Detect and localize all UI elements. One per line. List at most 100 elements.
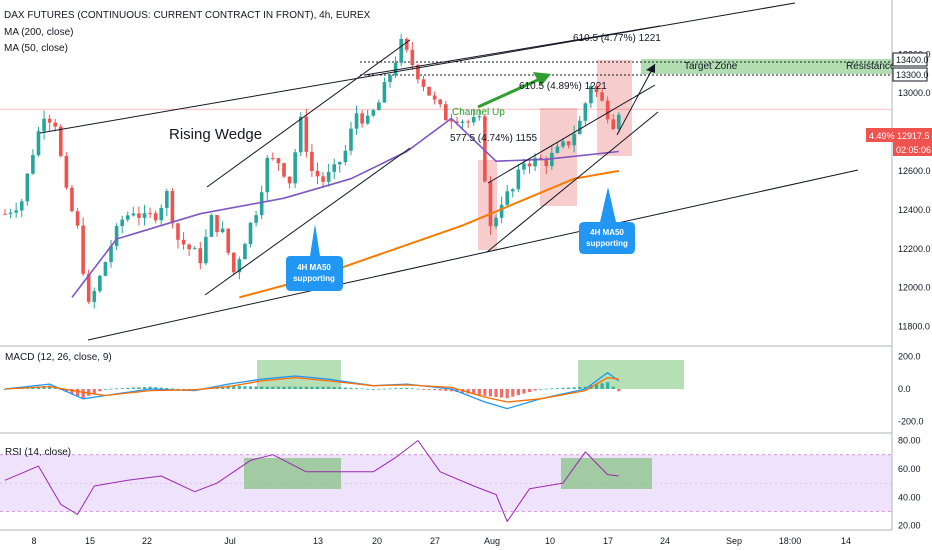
time-tick-label: Sep (726, 536, 742, 546)
projection-line (616, 63, 656, 136)
candle-body (404, 38, 409, 50)
candle-body (349, 128, 353, 151)
channel-b-upper (487, 84, 656, 184)
time-tick-label: 13 (313, 536, 323, 546)
macd-histogram-bar (349, 387, 353, 389)
price-tick-label: 12400.0 (898, 205, 931, 215)
macd-histogram-bar (354, 388, 359, 389)
candle-body (338, 162, 342, 165)
ma200-legend[interactable]: MA (200, close) (4, 27, 73, 38)
macd-histogram-bar (282, 386, 286, 389)
candle-body (19, 201, 24, 211)
macd-histogram-bar (360, 388, 364, 390)
candle-body (276, 158, 281, 164)
macd-histogram-bar (287, 386, 292, 389)
macd-histogram-bar (578, 387, 582, 389)
candle-body (131, 213, 136, 216)
candle-body (86, 273, 91, 302)
macd-histogram-bar (505, 389, 509, 399)
rsi-tick-label: 40.00 (898, 492, 921, 502)
candle-body (577, 120, 582, 135)
macd-histogram-bar (53, 387, 57, 389)
candle-body (220, 228, 225, 233)
candle-body (3, 213, 7, 215)
macd-histogram-bar (611, 386, 615, 389)
macd-legend[interactable]: MACD (12, 26, close, 9) (5, 352, 112, 363)
time-tick-label: 14 (841, 536, 851, 546)
macd-histogram-bar (276, 386, 281, 389)
candle-body (215, 215, 219, 233)
macd-histogram-bar (48, 385, 52, 389)
candle-body (326, 171, 331, 182)
pct-tag: 4.49% (869, 131, 895, 141)
candle-body (572, 134, 576, 146)
candle-body (505, 191, 509, 205)
macd-histogram-bar (494, 389, 498, 397)
macd-histogram-bar (388, 388, 392, 390)
candle-body (36, 131, 41, 156)
rsi-highlight-1 (244, 458, 341, 489)
rising-wedge-label: Rising Wedge (169, 126, 262, 143)
projection-arrow-head (646, 64, 655, 73)
macd-highlight-2 (578, 360, 684, 389)
candle-body (516, 169, 521, 190)
candle-body (304, 116, 309, 152)
macd-histogram-bar (103, 389, 108, 390)
ma50-legend[interactable]: MA (50, close) (4, 43, 68, 54)
macd-histogram-bar (572, 387, 576, 389)
macd-histogram-bar (260, 386, 264, 389)
macd-histogram-bar (377, 388, 381, 390)
macd-histogram-bar (477, 389, 481, 396)
candle-body (231, 252, 236, 273)
rsi-line (4, 440, 619, 522)
price-tag: 12917.5 (897, 131, 930, 141)
macd-tick-label: 200.0 (898, 351, 921, 361)
candle-body (125, 215, 130, 220)
macd-histogram-bar (92, 389, 96, 394)
candle-body (365, 115, 370, 124)
macd-histogram-bar (405, 387, 409, 389)
time-tick-label: 27 (430, 536, 440, 546)
macd-histogram-bar (232, 385, 236, 389)
channel-up-arrow-head (533, 72, 551, 86)
price-tick-label: 12200.0 (898, 244, 931, 254)
macd-tick-label: -200.0 (898, 417, 924, 427)
resistance-tag-13400: 13400.0 (892, 52, 929, 67)
candle-body (265, 157, 270, 193)
candle-body (176, 223, 180, 240)
rsi-legend[interactable]: RSI (14, close) (5, 447, 71, 458)
measure-label-1: 577.5 (4.74%) 1155 (450, 133, 538, 144)
candle-body (377, 102, 381, 111)
resistance-label: Resistance (846, 61, 896, 72)
macd-histogram-bar (70, 389, 74, 394)
candle-body (187, 244, 191, 250)
candle-body (137, 213, 141, 218)
macd-histogram-bar (583, 386, 587, 389)
candle-body (254, 215, 258, 223)
ma50-bubble-1: 4H MA50 supporting (286, 224, 343, 291)
measure-diagonal (364, 25, 661, 76)
countdown-tag: 02:05:06 (896, 145, 931, 155)
macd-histogram-bar (516, 389, 520, 396)
candle-body (321, 176, 325, 182)
candle-body (248, 222, 253, 244)
macd-histogram-bar (427, 389, 431, 390)
macd-histogram-bar (248, 386, 253, 389)
macd-histogram-bar (488, 389, 493, 397)
candle-body (388, 75, 392, 83)
macd-histogram-bar (321, 386, 325, 389)
candle-body (103, 262, 108, 276)
candle-body (237, 259, 242, 273)
candle-body (53, 122, 58, 127)
macd-histogram-bar (594, 384, 599, 389)
time-tick-label: 20 (372, 536, 382, 546)
macd-histogram-bar (600, 383, 604, 389)
time-tick-label: 22 (142, 536, 152, 546)
macd-histogram-bar (382, 388, 387, 390)
candle-body (8, 212, 13, 214)
rsi-tick-label: 60.00 (898, 464, 921, 474)
signal-line (4, 376, 619, 403)
candle-body (477, 116, 482, 118)
macd-histogram-bar (87, 389, 91, 396)
